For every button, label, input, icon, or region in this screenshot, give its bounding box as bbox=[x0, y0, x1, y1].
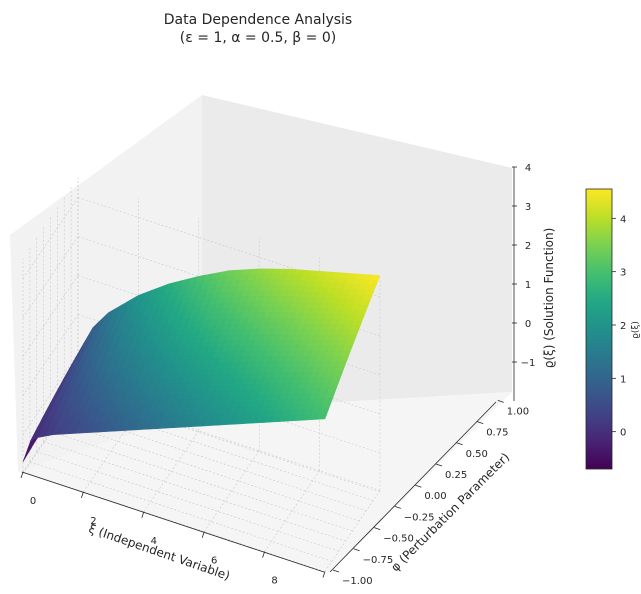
surface-facet bbox=[366, 284, 377, 291]
z-tick-label: 3 bbox=[525, 202, 531, 213]
colorbar-ticks: 0 1 2 3 4 bbox=[612, 214, 626, 439]
surface-facet bbox=[352, 319, 363, 326]
surface-facet bbox=[356, 309, 367, 316]
x-tick-label: 8 bbox=[271, 576, 277, 587]
x-tick-label: 2 bbox=[90, 516, 96, 527]
colorbar-tick-label: 4 bbox=[620, 214, 626, 225]
z-tick-label: −1 bbox=[521, 358, 536, 369]
z-tick-label: 1 bbox=[525, 280, 531, 291]
surface-facet bbox=[350, 324, 361, 331]
z-tick-label: 4 bbox=[525, 163, 531, 174]
surface-facet bbox=[368, 279, 379, 286]
surface-facet bbox=[354, 314, 365, 321]
colorbar-label: ϱ(ξ) bbox=[631, 321, 641, 339]
x-tick-label: 0 bbox=[30, 496, 36, 507]
y-tick-label: 0.75 bbox=[486, 428, 508, 439]
surface-facet bbox=[358, 304, 369, 311]
chart-subtitle: (ε = 1, α = 0.5, β = 0) bbox=[180, 30, 336, 46]
x-tick bbox=[20, 471, 24, 479]
y-tick bbox=[394, 506, 401, 509]
y-tick bbox=[415, 484, 422, 488]
gridline bbox=[203, 450, 260, 532]
gridline bbox=[43, 441, 346, 542]
y-tick-label: −0.50 bbox=[383, 534, 414, 545]
colorbar-tick-label: 1 bbox=[620, 374, 626, 385]
y-axis: −1.00 −0.75 −0.50 −0.25 0.00 0.25 0.50 0.75 1.00 bbox=[329, 400, 529, 587]
y-tick bbox=[456, 442, 463, 446]
surface-facet bbox=[362, 294, 373, 301]
z-axis-label: ϱ(ξ) (Solution Function) bbox=[542, 228, 556, 369]
y-tick-label: 0.25 bbox=[445, 470, 467, 481]
gridline bbox=[57, 421, 360, 522]
gridline bbox=[22, 314, 79, 396]
colorbar-tick-label: 0 bbox=[620, 428, 626, 439]
gridline bbox=[143, 430, 200, 512]
y-tick bbox=[477, 421, 484, 424]
x-tick bbox=[262, 551, 265, 558]
y-tick bbox=[332, 569, 340, 573]
colorbar bbox=[585, 188, 613, 470]
colorbar-tick-label: 3 bbox=[620, 268, 626, 279]
surface-facet bbox=[344, 340, 355, 347]
gridline bbox=[50, 431, 353, 532]
y-tick-label: 0.00 bbox=[424, 491, 446, 502]
surface-facet bbox=[370, 274, 381, 281]
gridline bbox=[22, 197, 79, 279]
chart-title: Data Dependence Analysis bbox=[164, 12, 352, 28]
x-tick bbox=[322, 571, 326, 578]
y-tick bbox=[353, 548, 360, 552]
gridline bbox=[22, 275, 79, 357]
gridline bbox=[22, 236, 79, 318]
y-tick-label: 0.50 bbox=[466, 449, 488, 460]
colorbar-tick-label: 2 bbox=[620, 321, 626, 332]
y-tick-label: 1.00 bbox=[507, 406, 529, 417]
surface-facet bbox=[364, 289, 375, 296]
surface-facet bbox=[360, 299, 371, 306]
y-tick-label: −1.00 bbox=[342, 576, 373, 587]
x-tick-label: 4 bbox=[151, 536, 157, 547]
z-tick-label: 2 bbox=[525, 241, 531, 252]
z-axis: −1 0 1 2 3 4 bbox=[512, 163, 535, 401]
z-tick-label: 0 bbox=[525, 319, 531, 330]
gridline bbox=[22, 353, 79, 435]
x-tick-label: 6 bbox=[211, 556, 217, 567]
y-tick bbox=[497, 400, 504, 403]
x-tick bbox=[81, 491, 84, 499]
gridlines bbox=[22, 178, 381, 572]
y-tick-label: −0.25 bbox=[404, 512, 435, 523]
y-axis-line bbox=[329, 401, 497, 573]
x-axis: 0246810 bbox=[20, 471, 326, 587]
gridline bbox=[29, 461, 332, 562]
x-axis-line bbox=[21, 471, 325, 573]
gridline bbox=[264, 470, 320, 552]
y-tick bbox=[435, 463, 443, 467]
gridline bbox=[36, 451, 339, 552]
x-tick bbox=[201, 531, 205, 538]
x-tick bbox=[141, 511, 145, 518]
surface-plot bbox=[22, 268, 381, 462]
surface-facet bbox=[317, 413, 328, 420]
y-tick-label: −0.75 bbox=[363, 555, 394, 566]
y-tick bbox=[374, 527, 381, 530]
surface-facet bbox=[348, 330, 359, 336]
